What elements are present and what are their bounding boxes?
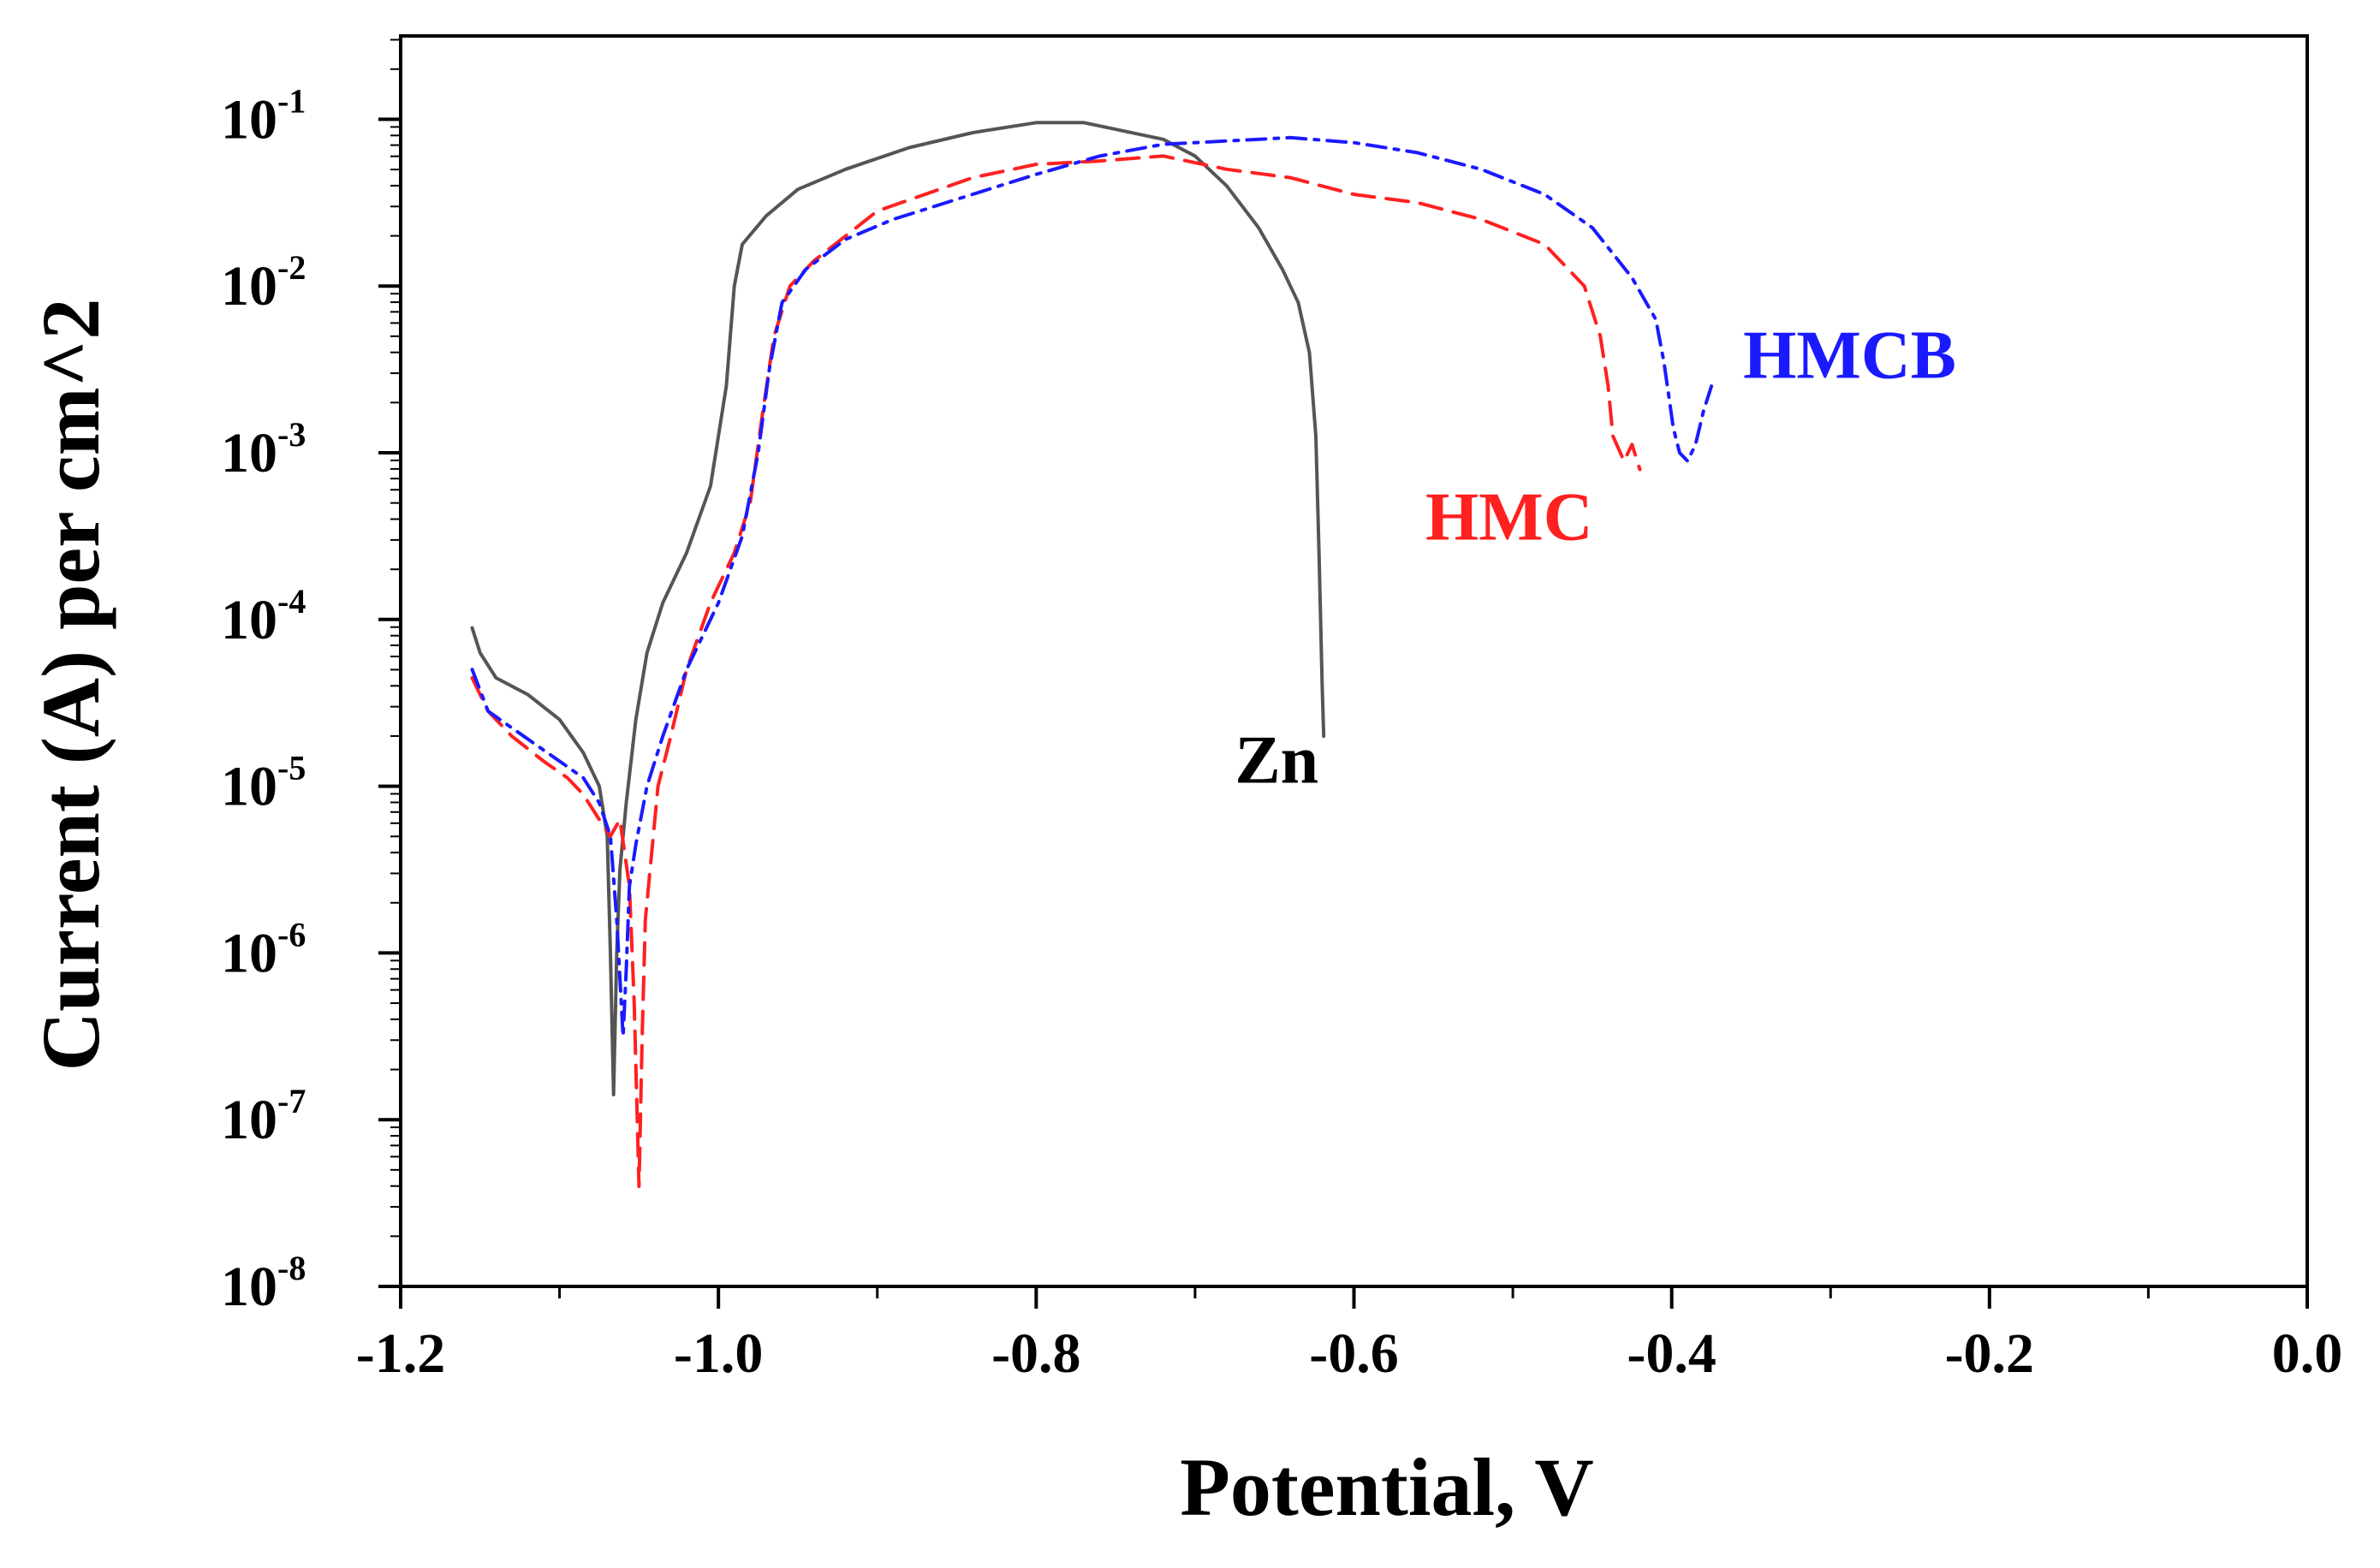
series-line-hmcb (470, 135, 1714, 1038)
x-tick-label: -0.6 (1309, 1322, 1398, 1385)
y-axis-ticks: 10-1 10-2 10-3 10-4 10-5 10-6 10-7 10-8 (221, 39, 401, 1318)
y-tick-label: 10-7 (221, 1082, 306, 1151)
y-tick-label: 10-3 (221, 415, 306, 484)
y-axis-title: Current (A) per cm^2 (25, 299, 116, 1072)
plot-area-frame (399, 34, 2309, 1288)
series-layer (470, 121, 1714, 1189)
x-tick-label: -0.4 (1627, 1322, 1716, 1385)
x-tick-label: -0.8 (991, 1322, 1080, 1385)
y-tick-label: 10-8 (221, 1249, 306, 1318)
x-axis-title: Potential, V (1180, 1441, 1594, 1533)
y-tick-label: 10-2 (221, 248, 306, 318)
series-line-zn (470, 121, 1326, 1096)
x-tick-label: -1.0 (674, 1322, 763, 1385)
y-tick-label: 10-5 (221, 749, 306, 818)
x-tick-label: -0.2 (1945, 1322, 2034, 1385)
y-tick-label: 10-6 (221, 915, 306, 984)
x-axis-ticks: -1.2 -1.0 -0.8 -0.6 -0.4 -0.2 0.0 (356, 1286, 2342, 1385)
x-tick-label: 0.0 (2272, 1322, 2343, 1385)
series-label-hmcb: HMCB (1743, 318, 1956, 393)
series-line-hmc (470, 154, 1642, 1189)
series-label-hmc: HMC (1425, 479, 1593, 555)
x-tick-label: -1.2 (356, 1322, 445, 1385)
series-label-zn: Zn (1235, 723, 1318, 799)
plot-border (399, 34, 2309, 1288)
y-tick-label: 10-1 (221, 81, 306, 151)
annotation-layer: Zn HMC HMCB (1235, 318, 1956, 798)
y-tick-label: 10-4 (221, 582, 306, 651)
